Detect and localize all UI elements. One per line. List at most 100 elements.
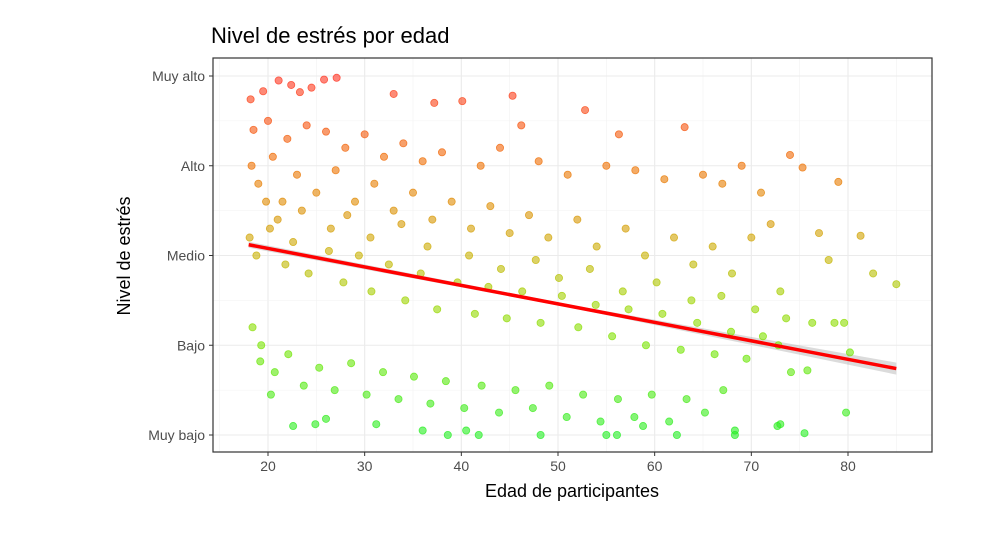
data-point xyxy=(631,166,640,175)
data-point xyxy=(676,345,685,354)
data-point xyxy=(710,350,719,359)
data-point xyxy=(591,300,600,309)
data-point xyxy=(418,426,427,435)
y-tick-label: Muy alto xyxy=(152,68,205,84)
y-tick-label: Medio xyxy=(167,248,205,264)
data-point xyxy=(511,386,520,395)
x-tick-label: 50 xyxy=(550,458,566,474)
data-point xyxy=(579,390,588,399)
data-point xyxy=(259,87,268,96)
data-point xyxy=(528,404,537,413)
y-tick-label: Alto xyxy=(181,158,205,174)
data-point xyxy=(608,332,617,341)
data-point xyxy=(554,273,563,282)
data-point xyxy=(727,327,736,336)
data-point xyxy=(384,260,393,269)
data-point xyxy=(728,269,737,278)
data-point xyxy=(326,224,335,233)
data-point xyxy=(689,260,698,269)
data-point xyxy=(379,152,388,161)
x-tick-label: 20 xyxy=(260,458,276,474)
data-point xyxy=(693,318,702,327)
data-point xyxy=(856,231,865,240)
x-axis: 20 30 40 50 60 70 80 xyxy=(260,452,856,474)
data-point xyxy=(534,157,543,166)
data-point xyxy=(612,430,621,439)
data-point xyxy=(389,206,398,215)
data-point xyxy=(247,161,256,170)
data-point xyxy=(708,242,717,251)
data-point xyxy=(557,291,566,300)
data-point xyxy=(700,408,709,417)
data-point xyxy=(289,422,298,431)
data-point xyxy=(408,188,417,197)
data-point xyxy=(339,278,348,287)
data-point xyxy=(563,170,572,179)
data-point xyxy=(265,224,274,233)
data-point xyxy=(592,242,601,251)
data-point xyxy=(496,264,505,273)
data-point xyxy=(782,314,791,323)
data-point xyxy=(737,161,746,170)
data-point xyxy=(544,233,553,242)
data-point xyxy=(372,420,381,429)
data-point xyxy=(307,83,316,92)
data-point xyxy=(263,116,272,125)
data-point xyxy=(320,75,329,84)
data-point xyxy=(370,179,379,188)
x-tick-label: 70 xyxy=(744,458,760,474)
data-point xyxy=(840,318,849,327)
data-point xyxy=(379,368,388,377)
data-point xyxy=(531,255,540,264)
data-point xyxy=(719,386,728,395)
data-point xyxy=(665,417,674,426)
data-point xyxy=(830,318,839,327)
data-point xyxy=(401,296,410,305)
data-point xyxy=(273,215,282,224)
data-point xyxy=(776,420,785,429)
data-point xyxy=(614,130,623,139)
data-point xyxy=(331,166,340,175)
data-point xyxy=(545,381,554,390)
data-point xyxy=(409,372,418,381)
x-tick-label: 60 xyxy=(647,458,663,474)
data-point xyxy=(321,414,330,423)
data-point xyxy=(399,139,408,148)
trend-line xyxy=(248,243,897,371)
data-point xyxy=(845,348,854,357)
points xyxy=(245,73,901,439)
data-point xyxy=(423,242,432,251)
data-point xyxy=(495,143,504,152)
data-point xyxy=(798,163,807,172)
chart-title: Nivel de estrés por edad xyxy=(211,23,449,48)
data-point xyxy=(670,233,679,242)
data-point xyxy=(624,305,633,314)
data-point xyxy=(652,278,661,287)
data-point xyxy=(428,215,437,224)
data-point xyxy=(618,287,627,296)
data-point xyxy=(257,341,266,350)
data-point xyxy=(476,161,485,170)
data-point xyxy=(573,215,582,224)
data-point xyxy=(304,269,313,278)
data-point xyxy=(505,229,514,238)
data-point xyxy=(366,233,375,242)
data-point xyxy=(430,98,439,107)
data-point xyxy=(803,366,812,375)
data-point xyxy=(341,143,350,152)
data-point xyxy=(621,224,630,233)
data-point xyxy=(287,80,296,89)
y-tick-label: Muy bajo xyxy=(148,427,205,443)
data-point xyxy=(347,359,356,368)
data-point xyxy=(354,251,363,260)
data-point xyxy=(518,287,527,296)
data-point xyxy=(246,95,255,104)
data-point xyxy=(249,125,258,134)
data-point xyxy=(758,332,767,341)
data-point xyxy=(458,97,467,106)
data-point xyxy=(270,368,279,377)
data-point xyxy=(262,197,271,206)
data-point xyxy=(315,363,324,372)
data-point xyxy=(602,430,611,439)
data-point xyxy=(321,127,330,136)
